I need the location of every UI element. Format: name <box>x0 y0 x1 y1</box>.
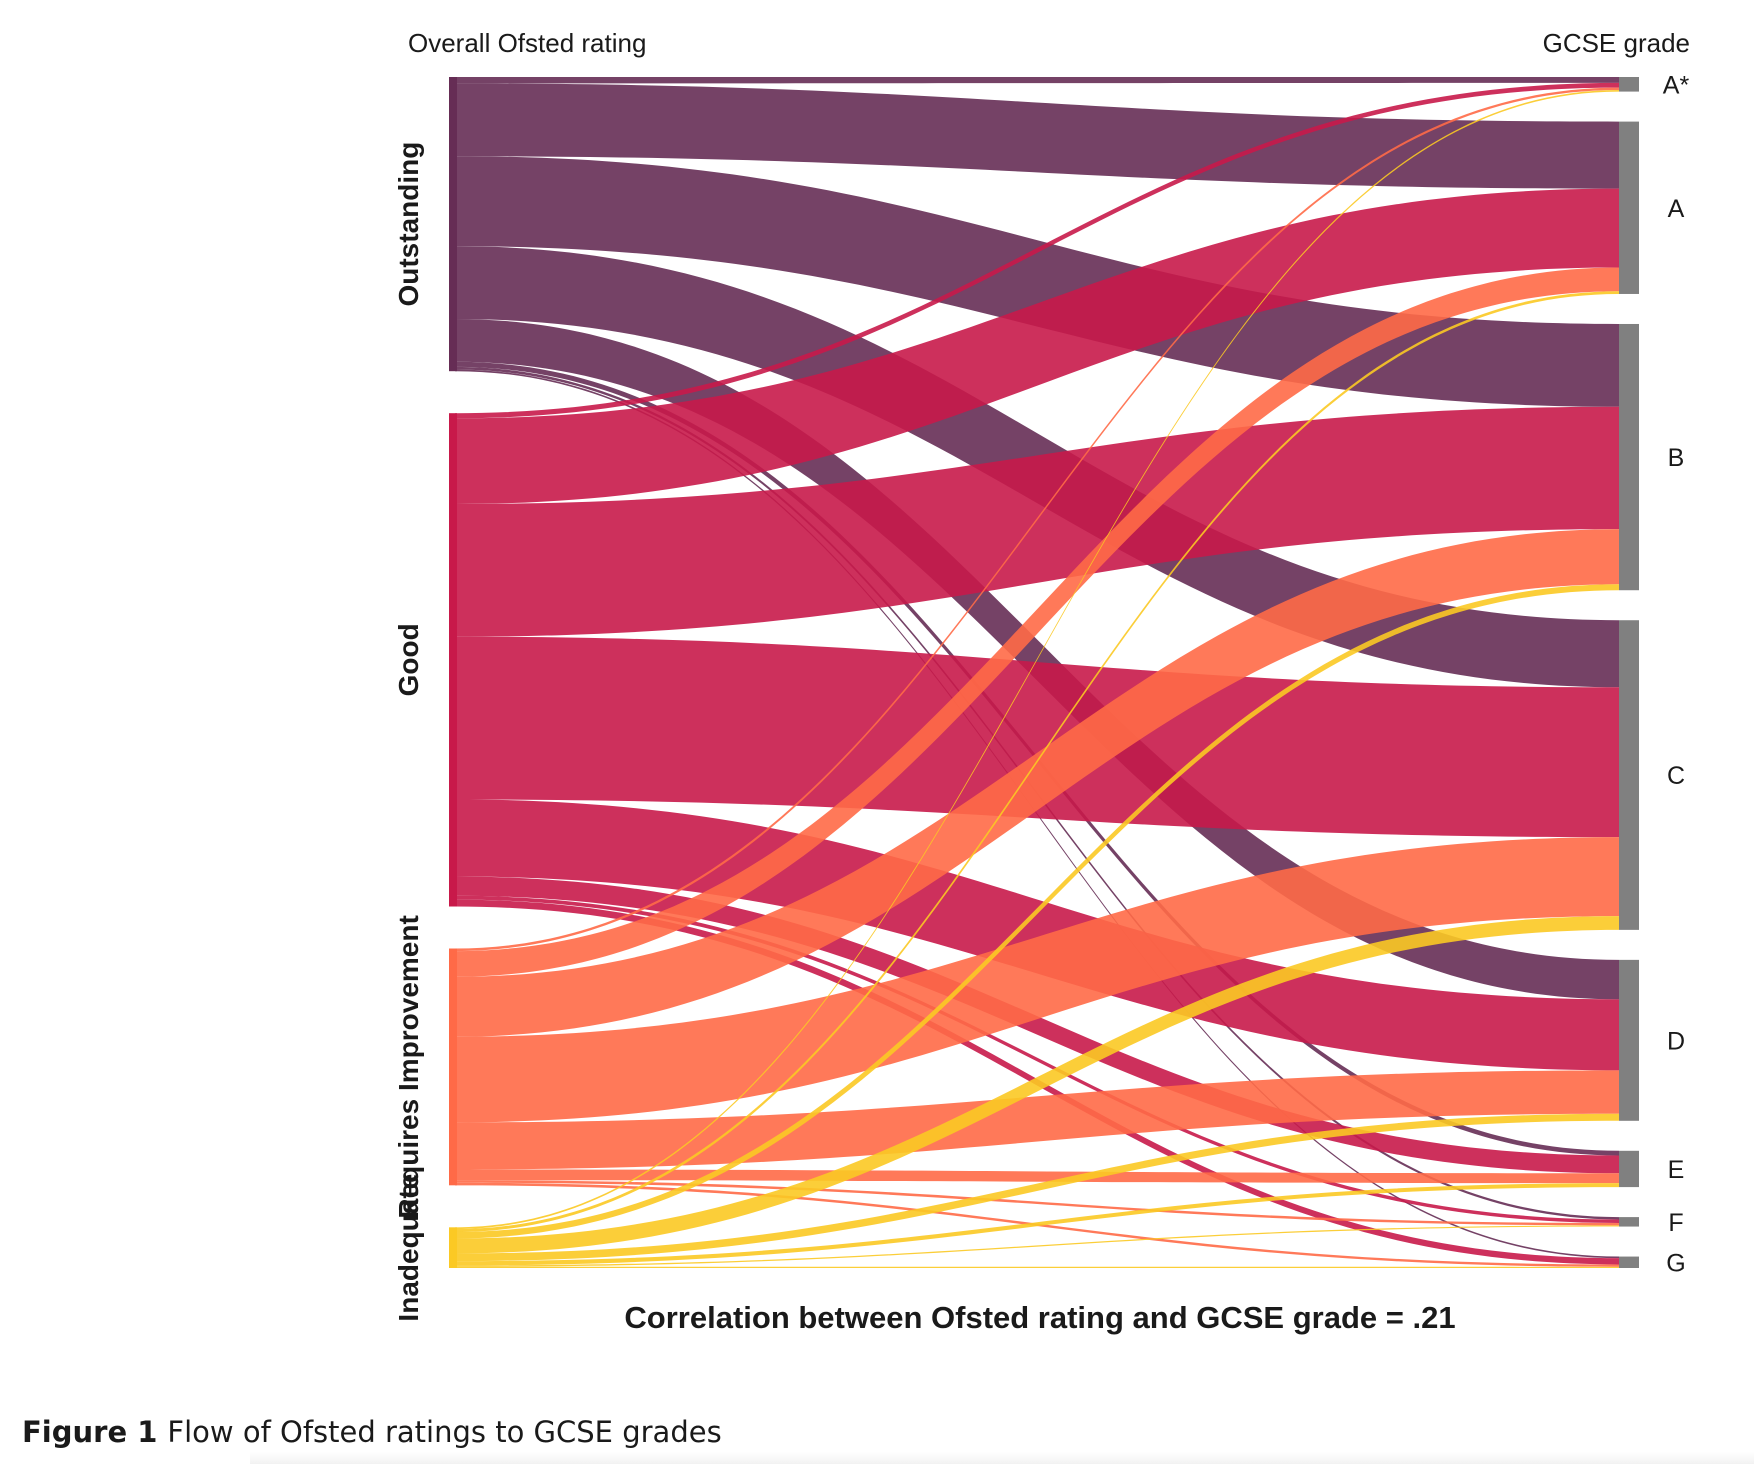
figure-caption: Figure 1 Flow of Ofsted ratings to GCSE g… <box>22 1415 722 1449</box>
target-node-e <box>1619 1150 1639 1188</box>
flow-inadequate-to-f <box>455 1225 1619 1267</box>
flow-inadequate-to-g <box>455 1266 1619 1268</box>
sankey-svg: Outstanding Good Requires ImprovementInade… <box>393 28 1690 1335</box>
target-node-g <box>1619 1256 1639 1268</box>
flow-outstanding-to-a <box>455 83 1619 189</box>
flow-inadequate-to-d <box>455 1113 1619 1262</box>
source-label-inadequate: Inadequate <box>393 1174 424 1322</box>
source-label-good: Good <box>393 623 424 696</box>
flow-outstanding-to-b <box>455 156 1619 407</box>
flow-requires-improvement-to-e <box>455 1169 1619 1184</box>
left-axis-header: Overall Ofsted rating <box>408 28 646 58</box>
flow-good-to-f <box>455 895 1619 1224</box>
target-node-d <box>1619 959 1639 1121</box>
flow-good-to-c <box>455 636 1619 838</box>
flow-good-to-a-star <box>455 82 1619 419</box>
page-fold-shadow <box>250 1452 1754 1464</box>
source-label-outstanding: Outstanding <box>393 142 424 307</box>
target-node-f <box>1619 1217 1639 1227</box>
right-axis-header: GCSE grade <box>1543 28 1690 58</box>
target-label-a-star: A* <box>1663 71 1690 99</box>
source-label-requires-improvement: Requires Improvement <box>393 915 424 1218</box>
source-node-inadequate <box>449 1227 457 1268</box>
flow-good-to-d <box>455 799 1619 1071</box>
flow-outstanding-to-a-star <box>455 77 1619 84</box>
target-node-a <box>1619 121 1639 294</box>
flow-requires-improvement-to-c <box>455 837 1619 1123</box>
target-label-e: E <box>1668 1156 1685 1184</box>
flow-good-to-e <box>455 876 1619 1174</box>
flow-inadequate-to-e <box>455 1183 1619 1266</box>
flow-requires-improvement-to-f <box>455 1180 1619 1226</box>
flow-requires-improvement-to-a-star <box>455 87 1619 952</box>
flow-requires-improvement-to-b <box>455 529 1619 1037</box>
sankey-chart: Outstanding Good Requires Improvement Inade… <box>393 28 1690 1335</box>
flow-inadequate-to-b <box>455 584 1619 1239</box>
figure-label: Figure 1 <box>22 1415 158 1449</box>
figure-caption-text: Flow of Ofsted ratings to GCSE grades <box>167 1415 722 1449</box>
target-label-a: A <box>1668 195 1685 223</box>
target-node-c <box>1619 620 1639 930</box>
flow-inadequate-to-c <box>455 916 1619 1254</box>
source-node-good <box>449 413 457 907</box>
target-label-c: C <box>1667 762 1685 790</box>
target-node-b <box>1619 323 1639 591</box>
flow-requires-improvement-to-d <box>455 1070 1619 1170</box>
source-node-outstanding <box>449 77 457 372</box>
target-label-d: D <box>1667 1027 1685 1055</box>
source-nodes: Outstanding Good Requires ImprovementInade… <box>393 77 457 1322</box>
flow-requires-improvement-to-a <box>455 267 1619 977</box>
target-node-a-star <box>1619 77 1639 92</box>
correlation-title: Correlation between Ofsted rating and GC… <box>624 1300 1455 1335</box>
target-label-f: F <box>1668 1209 1683 1237</box>
target-label-b: B <box>1668 444 1685 472</box>
flow-inadequate-to-a-star <box>455 90 1619 1230</box>
flow-good-to-a <box>455 188 1619 504</box>
source-node-requires-improvement <box>449 948 457 1186</box>
target-nodes: A* A B C D EFG <box>1619 71 1689 1277</box>
flow-good-to-b <box>455 406 1619 637</box>
flow-inadequate-to-a <box>455 291 1619 1233</box>
target-label-g: G <box>1666 1249 1685 1277</box>
flow-ribbons <box>455 77 1619 1268</box>
